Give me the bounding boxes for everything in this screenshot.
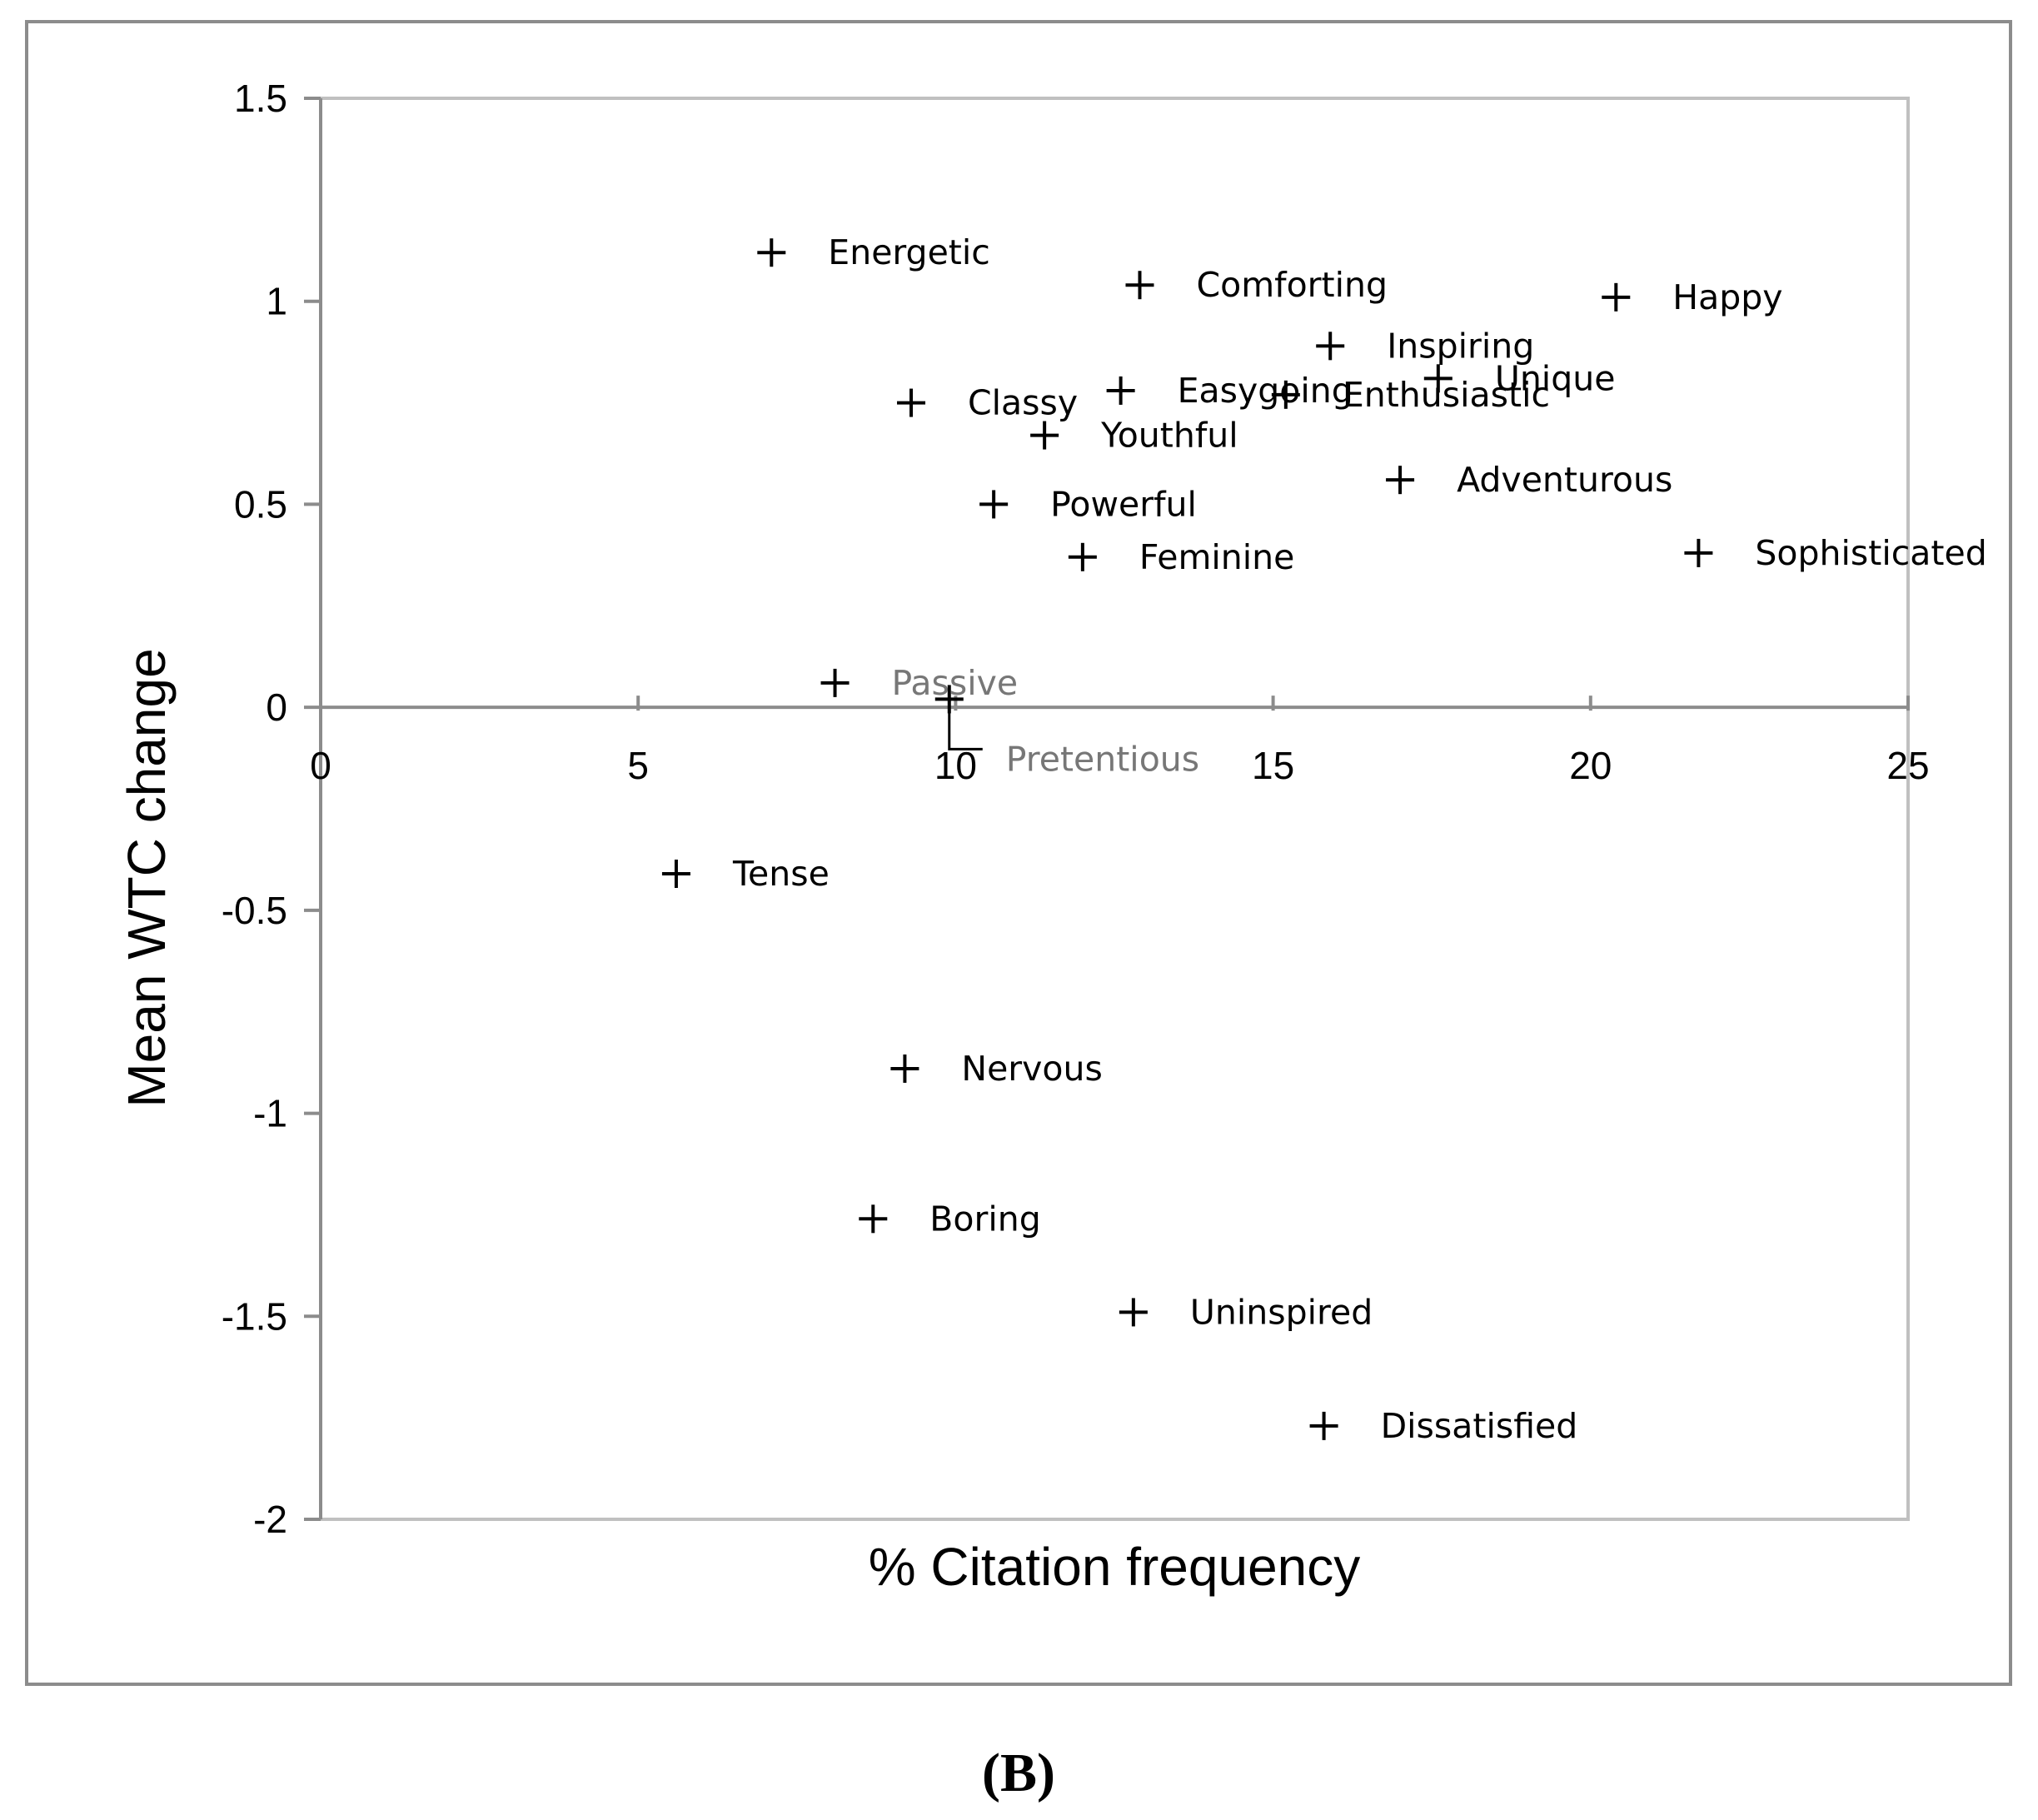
plot-area-border (319, 97, 1910, 1521)
point-label-happy: Happy (1672, 277, 1782, 317)
point-unique: Unique (1423, 358, 1616, 398)
point-easygoing: Easygoing (1106, 371, 1353, 411)
point-label-powerful: Powerful (1050, 484, 1197, 524)
point-boring: Boring (859, 1199, 1041, 1239)
x-tick-label: 0 (310, 744, 331, 787)
point-label-tense: Tense (732, 854, 830, 894)
pretentious-leader-line (948, 699, 983, 750)
point-label-unique: Unique (1495, 358, 1616, 398)
figure-frame (25, 20, 2012, 1686)
x-axis: 0 5 10 15 20 25 (310, 696, 1930, 787)
point-label-adventurous: Adventurous (1457, 460, 1672, 500)
point-adventurous: Adventurous (1386, 460, 1672, 500)
point-label-dissatisfied: Dissatisfied (1381, 1406, 1578, 1446)
point-label-boring: Boring (929, 1199, 1040, 1239)
point-youthful: Youthful (1030, 416, 1238, 456)
y-tick-label: 1 (266, 280, 287, 323)
point-energetic: Energetic (757, 232, 990, 272)
y-tick-label: 0 (266, 686, 287, 729)
point-tense: Tense (661, 854, 830, 894)
x-tick-label: 5 (627, 744, 649, 787)
point-sophisticated: Sophisticated (1684, 533, 1987, 573)
x-axis-title: % Citation frequency (869, 1537, 1361, 1597)
point-label-feminine: Feminine (1139, 537, 1294, 577)
point-label-youthful: Youthful (1100, 416, 1238, 456)
x-tick-label: 25 (1886, 744, 1929, 787)
point-label-enthusiastic: Enthusiastic (1343, 375, 1550, 415)
point-nervous: Nervous (890, 1049, 1103, 1089)
point-feminine: Feminine (1068, 537, 1294, 577)
point-label-nervous: Nervous (961, 1049, 1102, 1089)
point-label-passive: Passive (892, 663, 1019, 703)
y-tick-label: -1.5 (222, 1294, 287, 1338)
point-label-inspiring: Inspiring (1387, 326, 1534, 366)
point-enthusiastic: Enthusiastic (1271, 375, 1550, 415)
y-axis: 1.5 1 0.5 0 -0.5 -1 -1.5 -2 (222, 77, 322, 1541)
y-tick-label: -2 (253, 1498, 287, 1541)
y-tick-label: -0.5 (222, 889, 287, 932)
x-tick-label: 15 (1252, 744, 1294, 787)
point-comforting: Comforting (1125, 265, 1388, 305)
y-tick-label: 0.5 (234, 482, 287, 526)
point-dissatisfied: Dissatisfied (1309, 1406, 1578, 1446)
point-classy: Classy (897, 383, 1078, 423)
x-tick-label: 10 (934, 744, 977, 787)
point-uninspired: Uninspired (1119, 1292, 1373, 1332)
point-label-classy: Classy (968, 383, 1078, 423)
x-tick-label: 20 (1569, 744, 1612, 787)
point-powerful: Powerful (979, 484, 1197, 524)
point-inspiring: Inspiring (1316, 326, 1534, 366)
y-tick-label: -1 (253, 1092, 287, 1135)
point-label-uninspired: Uninspired (1190, 1292, 1373, 1332)
point-pretentious: Pretentious (934, 685, 1199, 779)
point-passive: Passive (820, 663, 1019, 703)
point-label-energetic: Energetic (828, 232, 990, 272)
panel-label: (B) (982, 1743, 1055, 1803)
point-label-comforting: Comforting (1196, 265, 1388, 305)
y-axis-title: Mean WTC change (117, 648, 177, 1107)
point-label-sophisticated: Sophisticated (1755, 533, 1986, 573)
y-tick-label: 1.5 (234, 77, 287, 120)
point-happy: Happy (1602, 277, 1783, 317)
point-label-pretentious: Pretentious (1006, 739, 1199, 779)
point-label-easygoing: Easygoing (1178, 371, 1353, 411)
